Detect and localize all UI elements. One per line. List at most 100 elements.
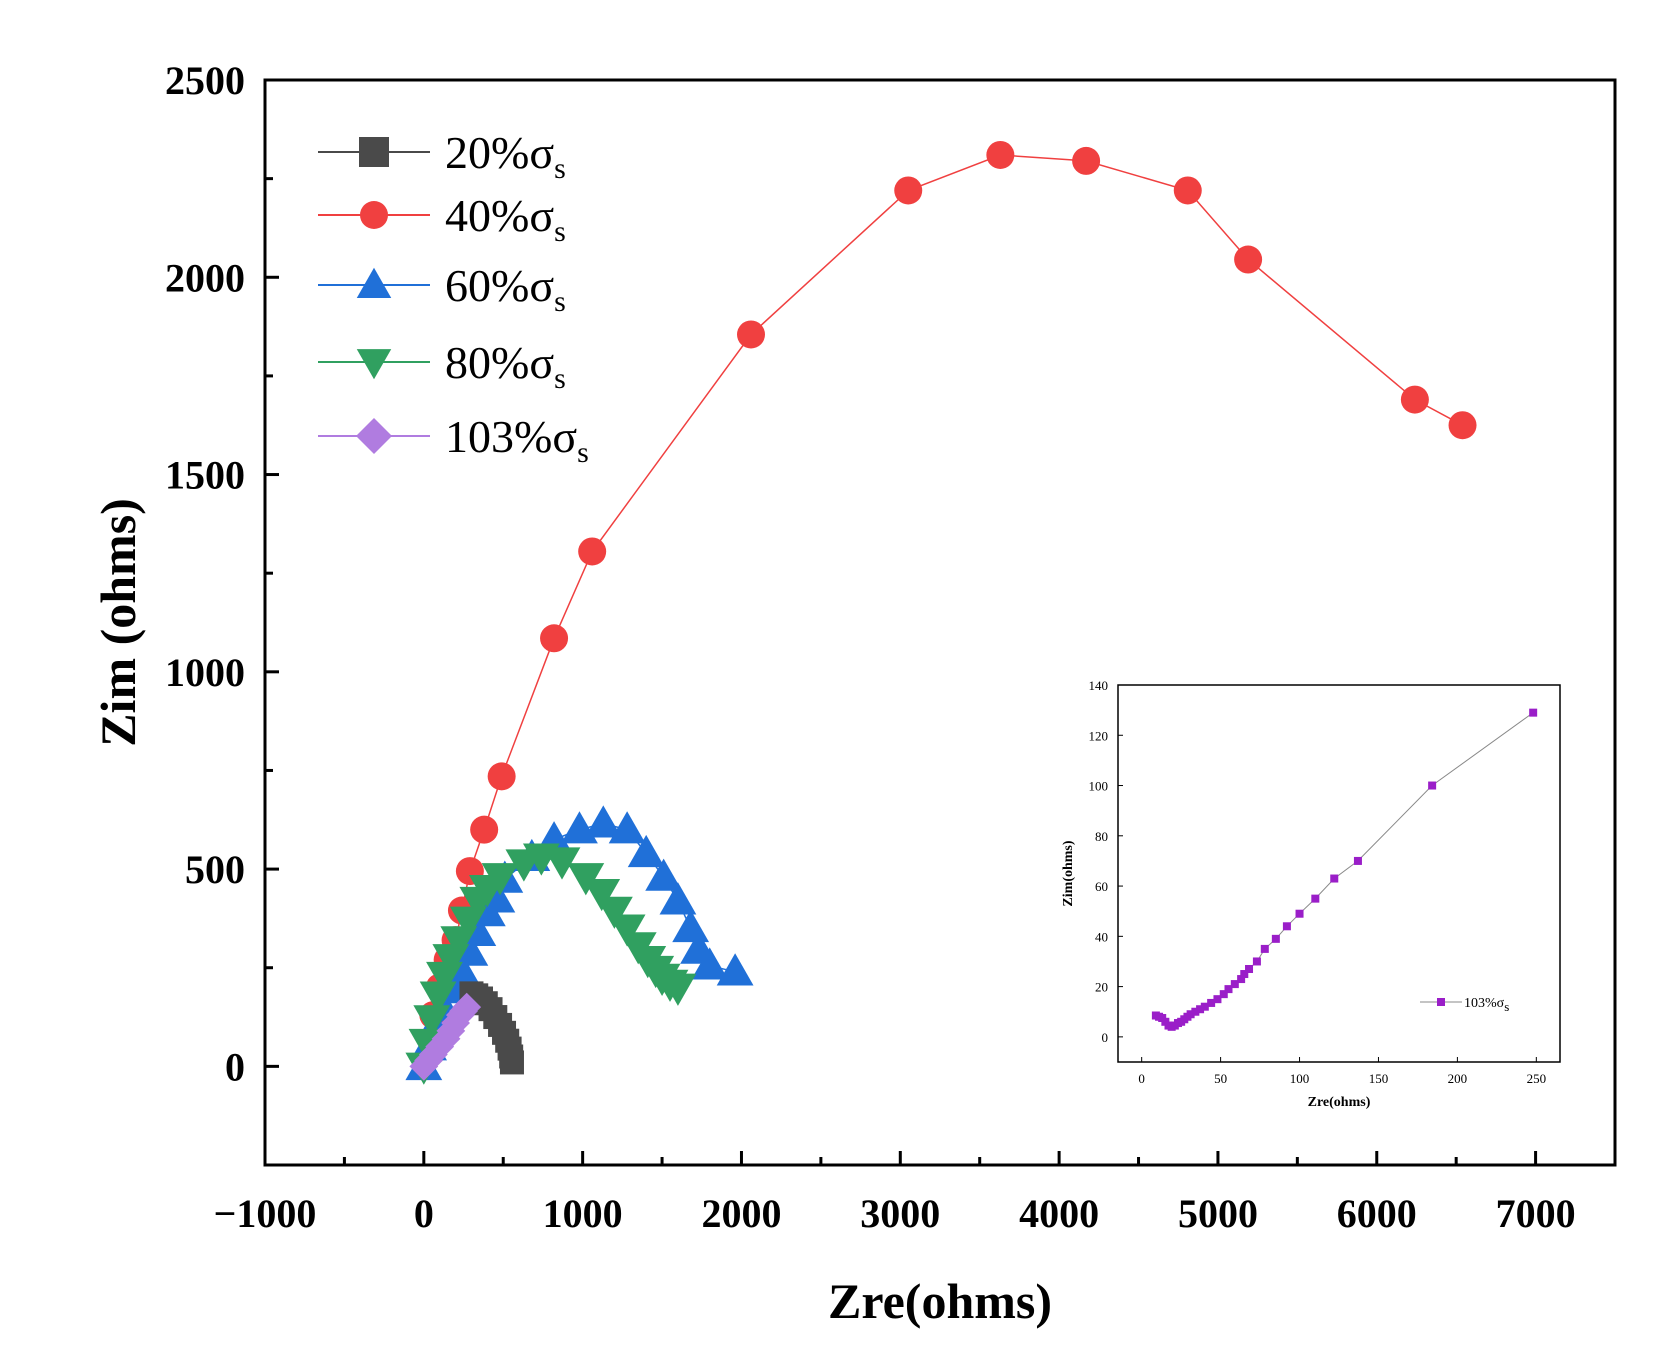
data-point <box>672 909 710 943</box>
inset-data-point <box>1191 1007 1200 1016</box>
inset-y-tick-label: 140 <box>1089 678 1109 693</box>
x-tick-label: 0 <box>414 1191 434 1236</box>
data-point <box>986 140 1015 169</box>
inset-series <box>1151 708 1538 1031</box>
data-point <box>540 624 569 653</box>
legend-marker <box>356 349 392 380</box>
data-point <box>452 992 482 1022</box>
y-tick-label: 0 <box>225 1044 245 1089</box>
data-point <box>419 981 457 1014</box>
data-point <box>499 1050 524 1075</box>
series-4 <box>409 992 482 1081</box>
inset-plot-frame <box>1117 684 1561 1063</box>
data-point <box>1072 146 1101 175</box>
data-point <box>645 858 683 891</box>
inset-x-axis-title: Zre(ohms) <box>1308 1095 1371 1110</box>
inset-y-tick-label: 0 <box>1102 1030 1109 1045</box>
inset-x-tick-label: 0 <box>1138 1071 1145 1086</box>
data-point <box>584 805 622 838</box>
legend-label: 80%σs <box>445 337 566 395</box>
inset-data-point <box>1237 975 1246 984</box>
legend-marker <box>356 418 392 454</box>
data-point <box>413 1005 451 1038</box>
main-plot: −1000 0 1000 2000 3000 4000 5000 6000 7000050010… <box>90 58 1617 1329</box>
inset-y-tick-label: 100 <box>1089 779 1109 794</box>
x-tick-label: 5000 <box>1178 1191 1258 1236</box>
inset-legend-label-text: 103%σ <box>1464 996 1505 1011</box>
data-point <box>608 811 646 844</box>
legend-marker <box>356 267 392 298</box>
data-point <box>578 537 607 566</box>
legend-entry: 20%σs <box>318 127 566 185</box>
inset-legend-marker <box>1437 998 1445 1006</box>
inset-data-point <box>1213 995 1222 1004</box>
x-tick-label: 2000 <box>701 1191 781 1236</box>
data-point <box>716 953 754 986</box>
data-point <box>894 176 923 205</box>
legend-entry: 40%σs <box>318 190 566 248</box>
inset-data-point <box>1529 708 1538 717</box>
y-tick-label: 2500 <box>165 58 245 103</box>
inset-data-point <box>1186 1010 1195 1019</box>
inset-data-point <box>1196 1005 1205 1014</box>
inset-data-point <box>1224 985 1233 994</box>
legend-label-text: 103%σ <box>445 411 577 462</box>
legend-entry: 103%σs <box>318 411 589 469</box>
inset-x-tick-label: 50 <box>1214 1071 1227 1086</box>
legend-label-subscript: s <box>577 436 589 469</box>
data-point <box>481 863 519 896</box>
legend-label: 103%σs <box>445 411 589 469</box>
inset-y-axis-title: Zim(ohms) <box>1061 840 1076 906</box>
legend-label-text: 20%σ <box>445 127 554 178</box>
y-tick-label: 2000 <box>165 255 245 300</box>
data-point <box>627 834 665 868</box>
x-tick-label: 4000 <box>1019 1191 1099 1236</box>
data-point <box>487 762 516 791</box>
data-point <box>608 914 646 947</box>
legend-marker <box>360 201 388 229</box>
main-plot-frame <box>263 78 1617 1167</box>
inset-data-point <box>1271 934 1280 943</box>
inset-data-point <box>1240 970 1249 979</box>
legend-label-subscript: s <box>554 285 566 318</box>
y-axis-title: Zim (ohms) <box>90 498 146 747</box>
x-axis-title: Zre(ohms) <box>828 1273 1052 1329</box>
series-3 <box>405 843 697 1085</box>
legend-label: 40%σs <box>445 190 566 248</box>
data-point <box>1234 245 1263 274</box>
inset-y-tick-label: 80 <box>1095 829 1108 844</box>
inset-data-point <box>1295 909 1304 918</box>
data-point <box>470 815 499 844</box>
inset-data-point <box>1282 922 1291 931</box>
data-point <box>1400 385 1429 414</box>
legend-entry: 80%σs <box>318 337 566 395</box>
inset-plot: 0 50 100 150 200 250 0 20 40 60 80 100 120 140 Zre(ohm… <box>1061 678 1561 1110</box>
data-point <box>1448 411 1477 440</box>
data-point <box>691 947 729 980</box>
inset-data-point <box>1230 980 1239 989</box>
data-point <box>659 882 697 915</box>
inset-legend-label-subscript: s <box>1504 999 1509 1014</box>
data-point <box>1173 176 1202 205</box>
inset-x-tick-label: 150 <box>1369 1071 1389 1086</box>
inset-y-tick-label: 20 <box>1095 980 1108 995</box>
inset-data-point <box>1260 944 1269 953</box>
inset-x-tick-label: 200 <box>1448 1071 1468 1086</box>
legend-label: 60%σs <box>445 260 566 318</box>
x-tick-label: −1000 <box>214 1191 317 1236</box>
legend-label-subscript: s <box>554 362 566 395</box>
legend-marker <box>359 137 389 167</box>
legend-label-text: 80%σ <box>445 337 554 388</box>
y-tick-label: 1000 <box>165 650 245 695</box>
legend-label-subscript: s <box>554 215 566 248</box>
y-tick-label: 500 <box>185 847 245 892</box>
inset-data-point <box>1219 990 1228 999</box>
inset-data-point <box>1353 856 1362 865</box>
x-tick-label: 1000 <box>543 1191 623 1236</box>
inset-x-tick-label: 100 <box>1290 1071 1310 1086</box>
inset-y-tick-label: 120 <box>1089 728 1109 743</box>
legend-label-subscript: s <box>554 152 566 185</box>
data-point <box>543 847 581 880</box>
